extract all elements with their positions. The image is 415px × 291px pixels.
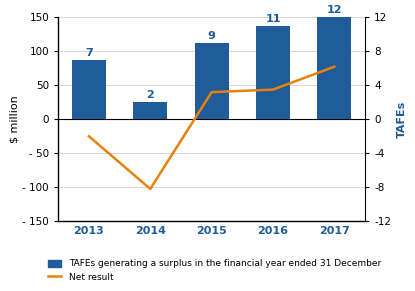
Text: 12: 12	[327, 6, 342, 15]
Y-axis label: TAFEs: TAFEs	[397, 101, 407, 138]
Text: 7: 7	[85, 47, 93, 58]
Text: 9: 9	[208, 31, 215, 41]
Bar	[133, 102, 167, 119]
Bar	[72, 60, 106, 119]
Y-axis label: $ million: $ million	[10, 95, 20, 143]
Bar	[317, 17, 351, 119]
Legend: TAFEs generating a surplus in the financial year ended 31 December, Net result: TAFEs generating a surplus in the financ…	[46, 258, 383, 283]
Bar	[195, 43, 229, 119]
Text: 11: 11	[265, 14, 281, 24]
Bar	[256, 26, 290, 119]
Text: 2: 2	[146, 90, 154, 100]
